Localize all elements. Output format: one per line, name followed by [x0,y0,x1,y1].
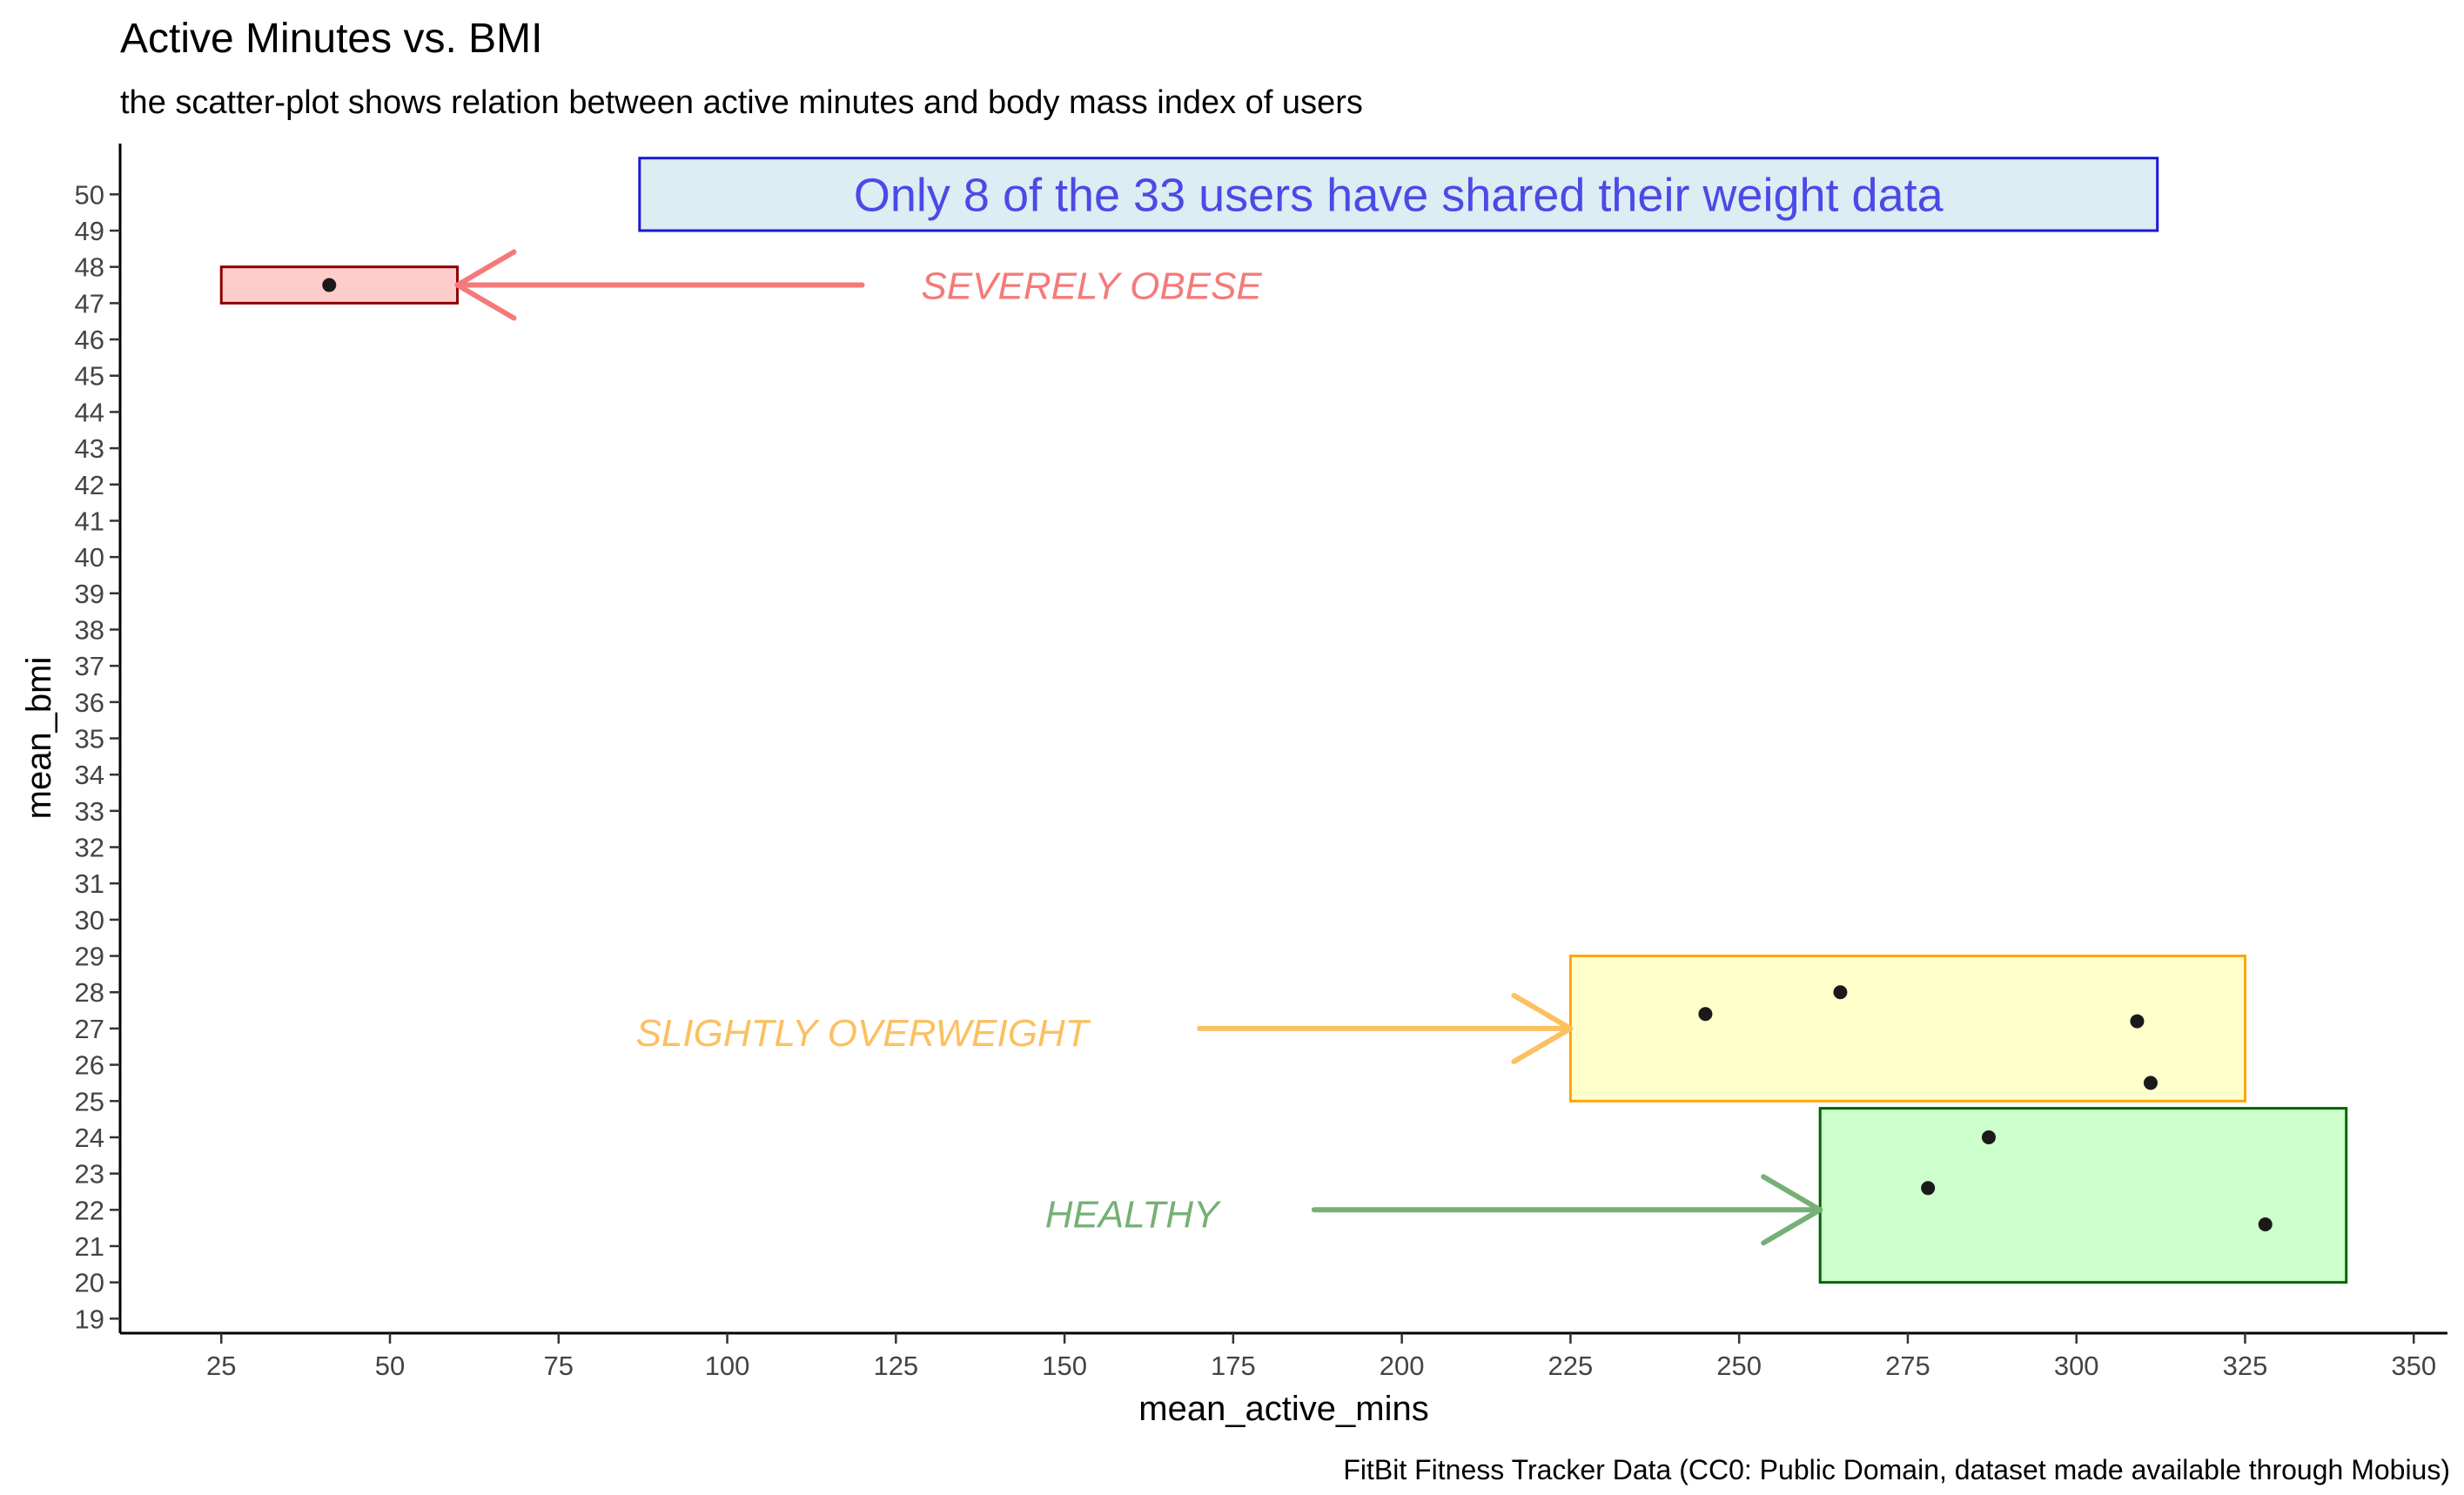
chart-subtitle: the scatter-plot shows relation between … [120,84,1363,121]
region-box [1568,955,2246,1103]
data-point [1921,1181,1936,1196]
y-tick-label: 30 [75,905,104,935]
y-tick-label: 47 [75,288,104,318]
y-tick-label: 29 [75,942,104,972]
y-tick-label: 20 [75,1268,104,1298]
data-point [2143,1076,2158,1090]
note-box [638,157,2159,232]
y-tick-label: 41 [75,506,104,536]
data-point [322,278,337,292]
region-arrow-head [1511,992,1574,1064]
note-text: Only 8 of the 33 users have shared their… [854,169,1944,221]
data-point [1981,1130,1996,1144]
data-points [322,278,2273,1231]
x-tick-label: 25 [206,1351,236,1381]
y-tick-label: 44 [75,397,104,427]
chart-caption: FitBit Fitness Tracker Data (CC0: Public… [1343,1454,2450,1485]
y-axis-label: mean_bmi [20,657,58,820]
y-tick-label: 26 [75,1050,104,1081]
y-tick-label: 34 [75,760,104,790]
x-tick-label: 50 [375,1351,405,1381]
x-tick-label: 350 [2391,1351,2436,1381]
data-point [1833,985,1848,1000]
y-tick-label: 25 [75,1086,104,1116]
x-tick-label: 225 [1548,1351,1594,1381]
y-tick-label: 23 [75,1159,104,1190]
y-tick-label: 49 [75,216,104,246]
y-tick-label: 22 [75,1195,104,1225]
x-tick-label: 75 [544,1351,574,1381]
axes: 25 50 75 100 125 150 175 200 225 250 275 300 325 350 … [75,144,2447,1381]
y-tick-label: 31 [75,868,104,899]
y-tick-label: 38 [75,614,104,645]
data-note: Only 8 of the 33 users have shared their… [638,157,2159,232]
x-tick-label: 250 [1716,1351,1762,1381]
y-tick-label: 24 [75,1123,104,1153]
region-box [219,265,460,305]
y-tick-label: 40 [75,542,104,573]
y-tick-label: 35 [75,724,104,754]
data-point [2258,1217,2273,1231]
data-point [2130,1014,2145,1029]
y-tick-label: 48 [75,252,104,283]
chart-title: Active Minutes vs. BMI [120,16,542,62]
y-tick-label: 39 [75,579,104,609]
x-axis-ticks: 25 50 75 100 125 150 175 200 225 250 275 300 325 350 [206,1333,2436,1381]
y-tick-label: 19 [75,1304,104,1334]
x-tick-label: 275 [1885,1351,1930,1381]
region-label: SLIGHTLY OVERWEIGHT [636,1012,1091,1055]
x-tick-label: 175 [1211,1351,1256,1381]
x-tick-label: 100 [705,1351,750,1381]
y-tick-label: 42 [75,470,104,500]
y-tick-label: 21 [75,1231,104,1262]
x-axis-label: mean_active_mins [1138,1390,1429,1428]
x-tick-label: 200 [1380,1351,1425,1381]
annotation-regions: SEVERELY OBESE SLIGHTLY OVERWEIGHT HEALTHY [219,249,2348,1284]
y-tick-label: 43 [75,433,104,464]
y-tick-label: 46 [75,325,104,355]
x-tick-label: 150 [1042,1351,1087,1381]
y-tick-label: 45 [75,361,104,392]
y-tick-label: 50 [75,179,104,210]
y-tick-label: 37 [75,651,104,681]
x-tick-label: 300 [2054,1351,2099,1381]
data-point [1698,1007,1713,1022]
region-label: SEVERELY OBESE [921,265,1262,308]
y-tick-label: 27 [75,1014,104,1044]
region-box [1818,1107,2348,1284]
region-arrow-head [454,249,517,321]
y-axis-ticks: 19 20 21 22 23 24 25 26 27 28 29 30 31 32 33 34 35 36 37 38… [75,179,120,1334]
region-arrow-head [1761,1174,1823,1246]
y-tick-label: 36 [75,687,104,718]
region-label: HEALTHY [1045,1193,1221,1236]
x-tick-label: 325 [2223,1351,2268,1381]
y-tick-label: 28 [75,977,104,1008]
y-tick-label: 33 [75,796,104,827]
x-tick-label: 125 [873,1351,918,1381]
y-tick-label: 32 [75,833,104,863]
